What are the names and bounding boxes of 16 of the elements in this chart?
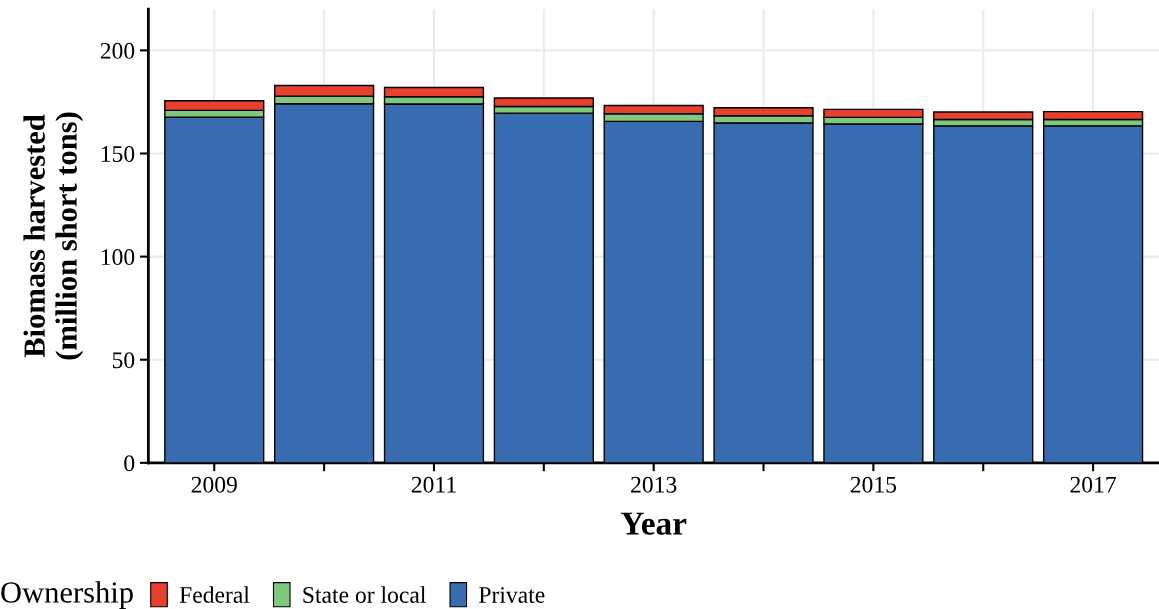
x-tick-label: 2009 (191, 476, 237, 493)
y-tick-label: 150 (101, 145, 135, 162)
y-tick-label: 100 (101, 249, 135, 266)
legend-title: Ownership (1, 581, 133, 609)
legend-label: State or local (303, 586, 426, 603)
legend-label: Private (479, 587, 545, 603)
x-axis-title: Year (620, 512, 687, 535)
x-tick-label: 2015 (850, 476, 897, 493)
x-tick-label: 2013 (631, 476, 677, 493)
x-tick-label: 2011 (411, 476, 456, 493)
y-tick-label: 50 (112, 352, 135, 369)
y-tick-label: 0 (124, 455, 135, 472)
legend-label: Federal (179, 586, 250, 603)
y-tick-label: 200 (100, 42, 135, 59)
x-tick-label: 2017 (1070, 476, 1117, 493)
y-axis-title: Biomass harvested (million short tons) (23, 112, 84, 360)
